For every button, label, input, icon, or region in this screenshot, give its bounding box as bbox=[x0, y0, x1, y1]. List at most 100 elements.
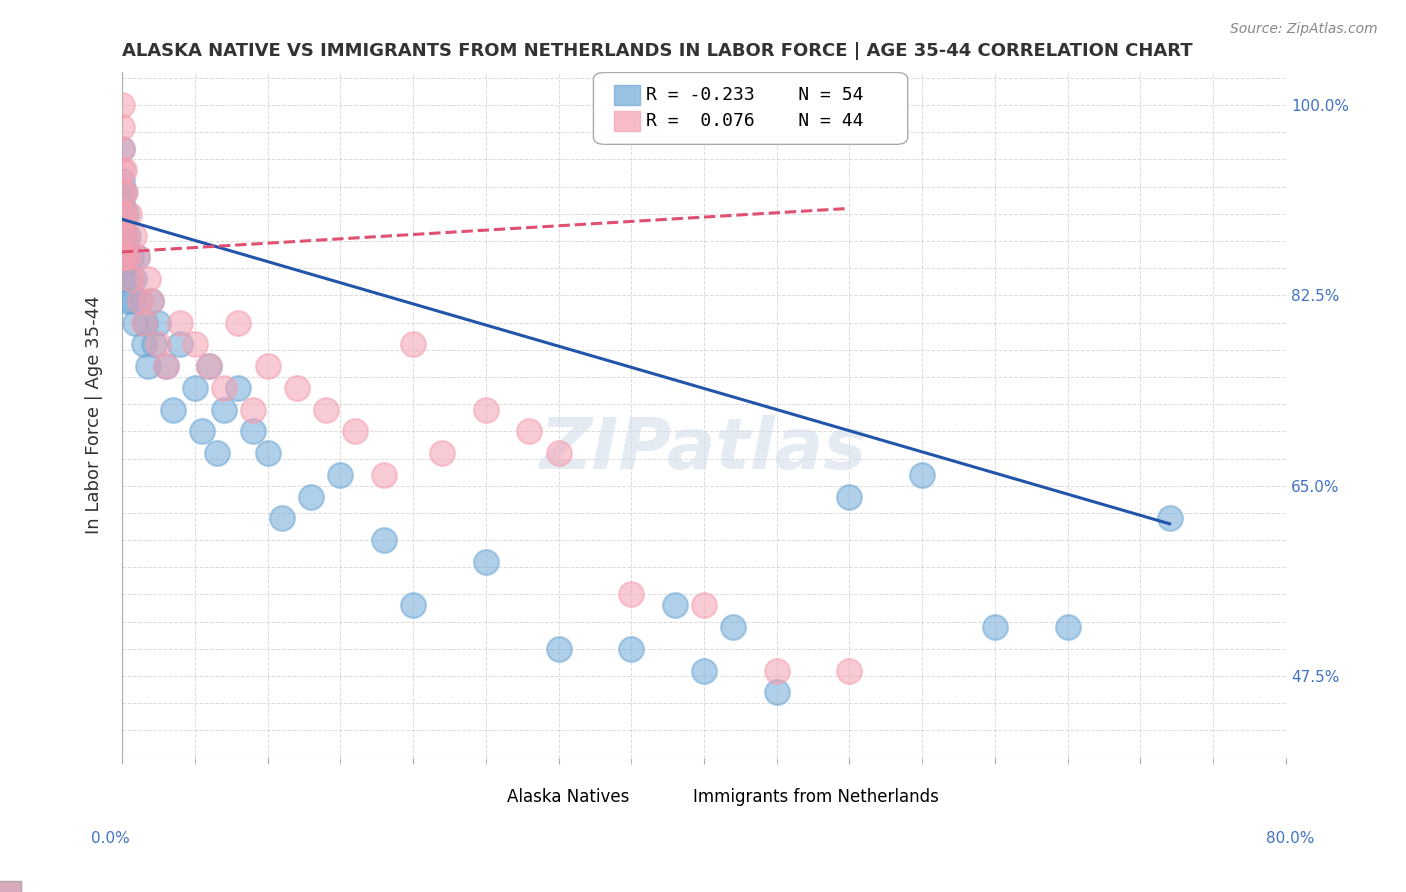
Point bbox=[474, 402, 496, 417]
Text: ALASKA NATIVE VS IMMIGRANTS FROM NETHERLANDS IN LABOR FORCE | AGE 35-44 CORRELAT: ALASKA NATIVE VS IMMIGRANTS FROM NETHERL… bbox=[122, 42, 1192, 60]
Point bbox=[198, 359, 221, 373]
Point bbox=[111, 120, 134, 134]
Point bbox=[121, 293, 143, 308]
Text: ZIPatlas: ZIPatlas bbox=[540, 415, 868, 483]
Point bbox=[114, 250, 136, 264]
Point bbox=[402, 337, 425, 351]
Point bbox=[120, 272, 142, 286]
Point bbox=[111, 261, 134, 276]
Point bbox=[111, 228, 134, 243]
Point bbox=[474, 555, 496, 569]
Point bbox=[984, 620, 1007, 634]
Point bbox=[184, 381, 207, 395]
Point bbox=[155, 359, 177, 373]
Point bbox=[111, 142, 134, 156]
Point bbox=[191, 425, 214, 439]
Point bbox=[117, 228, 139, 243]
Point bbox=[1159, 511, 1181, 525]
Point bbox=[256, 359, 278, 373]
Point bbox=[141, 293, 163, 308]
Bar bbox=[614, 86, 640, 104]
Point bbox=[112, 185, 135, 199]
Point bbox=[132, 316, 155, 330]
FancyBboxPatch shape bbox=[593, 72, 908, 145]
Point bbox=[620, 641, 643, 656]
Point bbox=[132, 337, 155, 351]
Point bbox=[115, 207, 138, 221]
Point bbox=[111, 185, 134, 199]
Point bbox=[285, 381, 308, 395]
Point bbox=[118, 207, 141, 221]
Point bbox=[198, 359, 221, 373]
Point bbox=[299, 490, 322, 504]
Point bbox=[620, 587, 643, 601]
Point bbox=[212, 402, 235, 417]
Point bbox=[205, 446, 228, 460]
Point bbox=[228, 316, 250, 330]
Point bbox=[184, 337, 207, 351]
Point bbox=[143, 337, 166, 351]
Point bbox=[519, 425, 541, 439]
Point bbox=[430, 446, 453, 460]
Point bbox=[169, 316, 191, 330]
Legend: Alaska Natives, Immigrants from Netherlands: Alaska Natives, Immigrants from Netherla… bbox=[461, 780, 948, 814]
Point bbox=[148, 337, 170, 351]
Point bbox=[111, 142, 134, 156]
Point bbox=[242, 425, 264, 439]
Point bbox=[111, 174, 134, 188]
Point bbox=[329, 467, 352, 482]
Point bbox=[111, 239, 134, 253]
Point bbox=[112, 272, 135, 286]
Point bbox=[271, 511, 294, 525]
Point bbox=[136, 359, 159, 373]
Point bbox=[122, 228, 145, 243]
Point bbox=[169, 337, 191, 351]
Point bbox=[128, 293, 150, 308]
Point bbox=[838, 490, 860, 504]
Bar bbox=[614, 112, 640, 130]
Text: 80.0%: 80.0% bbox=[1267, 831, 1315, 846]
Point bbox=[111, 250, 134, 264]
Point bbox=[765, 685, 787, 699]
Point bbox=[373, 467, 395, 482]
Point bbox=[115, 293, 138, 308]
Point bbox=[111, 207, 134, 221]
Point bbox=[111, 163, 134, 178]
Y-axis label: In Labor Force | Age 35-44: In Labor Force | Age 35-44 bbox=[86, 296, 103, 534]
Point bbox=[212, 381, 235, 395]
Point bbox=[664, 599, 686, 613]
Point bbox=[114, 185, 136, 199]
Point bbox=[721, 620, 744, 634]
Text: R = -0.233    N = 54: R = -0.233 N = 54 bbox=[645, 86, 863, 104]
Point bbox=[765, 664, 787, 678]
Point bbox=[228, 381, 250, 395]
Point bbox=[136, 272, 159, 286]
Point bbox=[547, 641, 569, 656]
Point bbox=[693, 664, 716, 678]
Point bbox=[117, 250, 139, 264]
Point bbox=[402, 599, 425, 613]
Point bbox=[112, 163, 135, 178]
Point bbox=[122, 272, 145, 286]
Text: Source: ZipAtlas.com: Source: ZipAtlas.com bbox=[1230, 22, 1378, 37]
Point bbox=[134, 316, 156, 330]
Point bbox=[838, 664, 860, 678]
Point bbox=[111, 196, 134, 211]
Point bbox=[315, 402, 337, 417]
Point bbox=[124, 316, 146, 330]
Point bbox=[373, 533, 395, 548]
Point bbox=[693, 599, 716, 613]
Point bbox=[162, 402, 184, 417]
Point bbox=[112, 207, 135, 221]
Point bbox=[547, 446, 569, 460]
Point bbox=[125, 250, 148, 264]
Point bbox=[242, 402, 264, 417]
Point bbox=[111, 98, 134, 112]
Point bbox=[125, 250, 148, 264]
Point bbox=[118, 272, 141, 286]
Point bbox=[120, 250, 142, 264]
Point bbox=[112, 250, 135, 264]
Point bbox=[112, 228, 135, 243]
Text: R =  0.076    N = 44: R = 0.076 N = 44 bbox=[645, 112, 863, 130]
Point bbox=[111, 218, 134, 232]
